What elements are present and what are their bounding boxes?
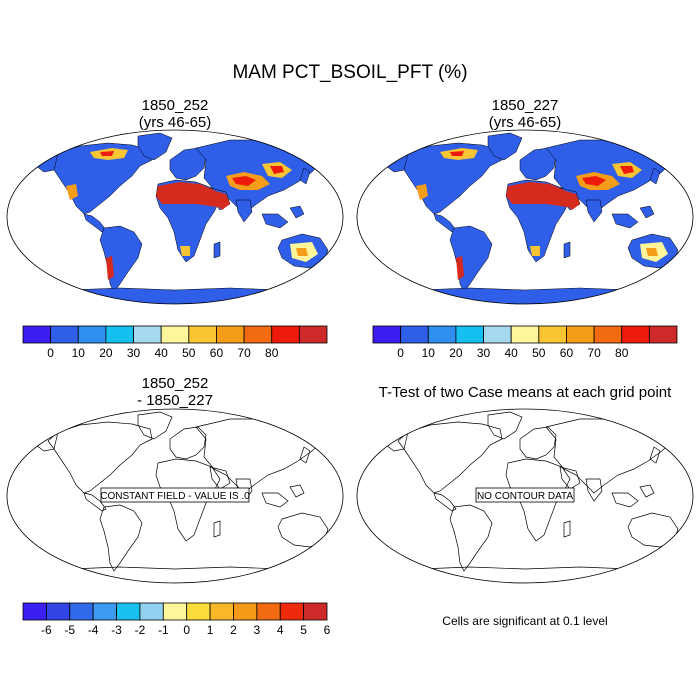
- colorbar-swatch: [279, 602, 305, 621]
- colorbar-swatch: [427, 325, 457, 344]
- colorbar-swatch: [233, 602, 258, 621]
- colorbar-tick-label: 0: [183, 623, 190, 637]
- colorbar-swatch: [400, 325, 429, 344]
- colorbar-tick-label: 3: [254, 623, 261, 637]
- colorbar-tick-label: 50: [532, 346, 546, 360]
- info-box-br: NO CONTOUR DATA: [475, 487, 575, 503]
- panel-title-bl: 1850_252 - 1850_227: [25, 375, 325, 409]
- colorbar-tick-label: 40: [505, 346, 519, 360]
- colorbar-tick-label: 6: [324, 623, 331, 637]
- colorbar-tick-label: 50: [182, 346, 196, 360]
- colorbar-swatch: [298, 325, 328, 344]
- colorbar-tick-label: 20: [99, 346, 113, 360]
- colorbar-swatch: [209, 602, 234, 621]
- panel-title-br: T-Test of two Case means at each grid po…: [355, 384, 695, 401]
- colorbar-tick-label: 60: [210, 346, 224, 360]
- colorbar-tick-label: 70: [237, 346, 251, 360]
- significance-note: Cells are significant at 0.1 level: [442, 614, 608, 628]
- colorbar-tick-label: 30: [477, 346, 491, 360]
- colorbar-tick-label: -2: [135, 623, 146, 637]
- panel-title-tl: 1850_252 (yrs 46-65): [25, 97, 325, 131]
- colorbar-swatch: [216, 325, 245, 344]
- colorbar-swatch: [593, 325, 623, 344]
- panel-title-line1: 1850_227: [491, 97, 559, 114]
- colorbar-swatch: [271, 325, 300, 344]
- colorbar-tick-label: -6: [41, 623, 52, 637]
- colorbar-swatch: [621, 325, 650, 344]
- info-box-label: NO CONTOUR DATA: [477, 491, 573, 502]
- colorbar-tr: 0 10 20 30 40 50 60 70 80: [372, 325, 678, 360]
- colorbar-swatch: [22, 325, 52, 344]
- colorbar-swatch: [22, 602, 47, 621]
- colorbar-tick-label: 10: [72, 346, 86, 360]
- colorbar-swatch: [186, 602, 211, 621]
- info-box-bl: CONSTANT FIELD - VALUE IS .0: [100, 487, 250, 503]
- map-panel-tr: [356, 129, 694, 305]
- colorbar-tick-label: -3: [111, 623, 122, 637]
- colorbar-tick-label: 60: [560, 346, 574, 360]
- colorbar-swatch: [77, 325, 107, 344]
- map-panel-br: [356, 408, 694, 584]
- colorbar-tick-label: 80: [265, 346, 279, 360]
- colorbar-tick-label: 10: [422, 346, 436, 360]
- colorbar-swatch: [243, 325, 273, 344]
- panel-title-line1: 1850_252: [141, 97, 209, 114]
- colorbar-tick-label: -5: [64, 623, 75, 637]
- colorbar-tick-label: 80: [615, 346, 629, 360]
- colorbar-swatch: [510, 325, 540, 344]
- colorbar-swatch: [566, 325, 595, 344]
- colorbar-swatch: [105, 325, 134, 344]
- colorbar-swatch: [538, 325, 567, 344]
- panel-title-line2: (yrs 46-65): [138, 114, 212, 131]
- colorbar-swatch: [160, 325, 190, 344]
- colorbar-tick-label: -1: [158, 623, 169, 637]
- colorbar-swatch: [303, 602, 328, 621]
- colorbar-swatch: [116, 602, 141, 621]
- colorbar-swatch: [455, 325, 484, 344]
- colorbar-tick-label: 20: [449, 346, 463, 360]
- colorbar-diff: -6 -5 -4 -3 -2 -1 0 1 2 3 4 5 6: [22, 602, 331, 637]
- map-panel-tl: [6, 129, 344, 305]
- colorbar-swatch: [188, 325, 217, 344]
- panel-title-line2: (yrs 46-65): [488, 114, 562, 131]
- colorbar-tick-label: 30: [127, 346, 141, 360]
- colorbar-swatch: [162, 602, 188, 621]
- colorbar-tick-label: 2: [230, 623, 237, 637]
- panel-title-line1: 1850_252: [141, 375, 209, 392]
- colorbar-swatch: [69, 602, 94, 621]
- colorbar-tick-label: 0: [397, 346, 404, 360]
- info-box-label: CONSTANT FIELD - VALUE IS .0: [100, 491, 250, 502]
- panel-title-tr: 1850_227 (yrs 46-65): [375, 97, 675, 131]
- map-panel-bl: [6, 408, 344, 584]
- colorbar-swatch: [139, 602, 164, 621]
- colorbar-swatch: [45, 602, 71, 621]
- colorbar-tick-label: 40: [155, 346, 169, 360]
- colorbar-swatch: [483, 325, 512, 344]
- main-title: MAM PCT_BSOIL_PFT (%): [232, 62, 468, 83]
- colorbar-swatch: [256, 602, 281, 621]
- colorbar-swatch: [50, 325, 79, 344]
- colorbar-swatch: [92, 602, 117, 621]
- colorbar-tick-label: 70: [587, 346, 601, 360]
- colorbar-swatch: [133, 325, 162, 344]
- colorbar-tick-label: 5: [300, 623, 307, 637]
- panel-title-line2: - 1850_227: [137, 392, 213, 409]
- colorbar-tick-label: 4: [277, 623, 284, 637]
- panel-title-line1: T-Test of two Case means at each grid po…: [378, 384, 672, 401]
- colorbar-tick-label: 1: [207, 623, 214, 637]
- colorbar-tick-label: -4: [88, 623, 99, 637]
- colorbar-swatch: [372, 325, 402, 344]
- colorbar-swatch: [648, 325, 678, 344]
- colorbar-tick-label: 0: [47, 346, 54, 360]
- colorbar-tl: 0 10 20 30 40 50 60 70 80: [22, 325, 328, 360]
